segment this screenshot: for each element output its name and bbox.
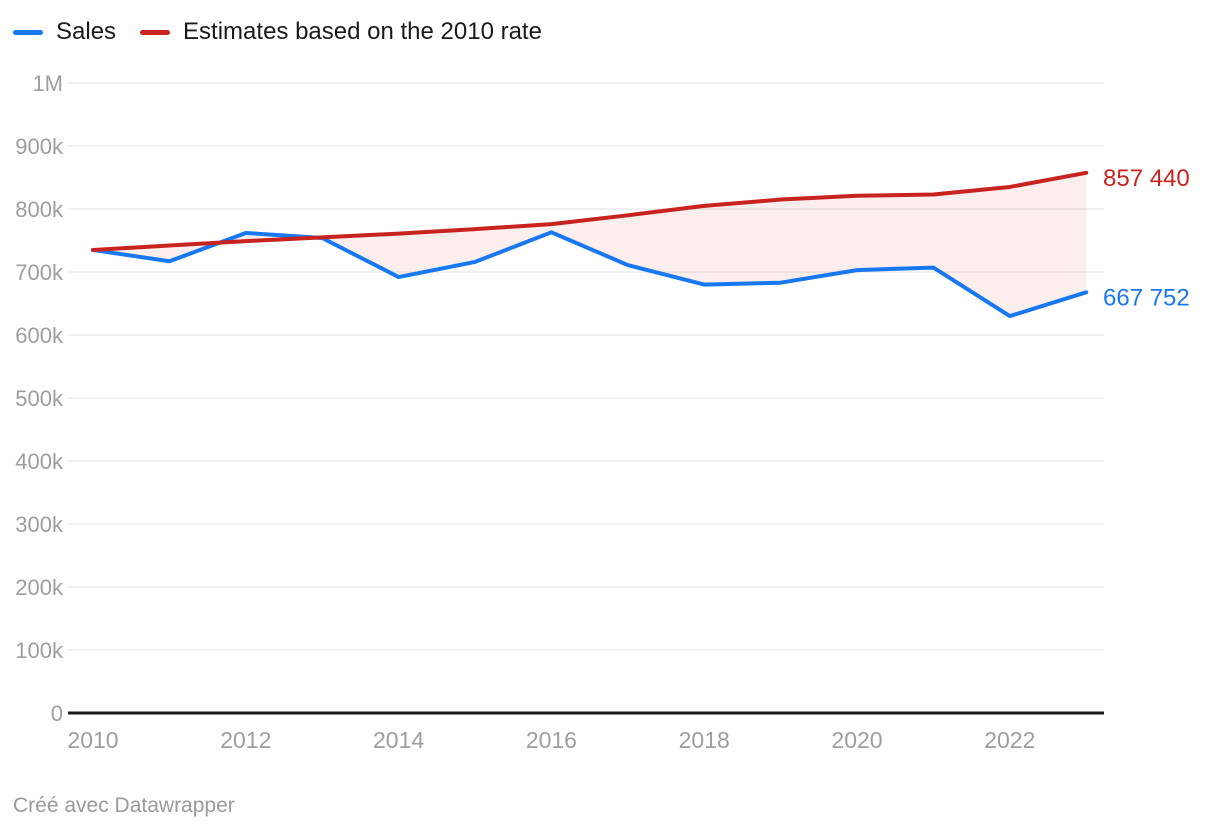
y-tick-label: 100k xyxy=(15,638,64,663)
x-tick-label: 2016 xyxy=(526,727,577,753)
y-tick-label: 600k xyxy=(15,323,64,348)
y-tick-label: 900k xyxy=(15,134,64,159)
y-tick-label: 300k xyxy=(15,512,64,537)
sales-line xyxy=(91,230,1089,319)
estimates-line xyxy=(91,170,1089,252)
x-tick-label: 2020 xyxy=(831,727,882,753)
attribution-credit: Créé avec Datawrapper xyxy=(13,794,235,817)
sales-line-swatch-icon xyxy=(13,29,43,35)
estimates-line-swatch-icon xyxy=(140,29,171,35)
legend-label-sales: Sales xyxy=(56,18,117,45)
legend-item-estimates: Estimates based on the 2010 rate xyxy=(140,18,542,46)
sales-end-value-label: 667 752 xyxy=(1103,284,1190,311)
x-tick-label: 2012 xyxy=(220,727,271,753)
y-tick-label: 1M xyxy=(32,71,63,96)
estimates-end-value-label: 857 440 xyxy=(1103,165,1190,192)
y-tick-label: 0 xyxy=(51,701,63,726)
x-tick-label: 2014 xyxy=(373,727,424,753)
y-tick-label: 800k xyxy=(15,197,64,222)
x-tick-label: 2022 xyxy=(984,727,1035,753)
legend-item-sales: Sales xyxy=(13,18,116,46)
y-tick-label: 700k xyxy=(15,260,64,285)
x-tick-label: 2010 xyxy=(67,727,118,753)
y-tick-label: 400k xyxy=(15,449,64,474)
y-tick-label: 500k xyxy=(15,386,64,411)
legend: Sales Estimates based on the 2010 rate xyxy=(13,18,542,46)
legend-label-estimates: Estimates based on the 2010 rate xyxy=(183,18,542,45)
area-between-series xyxy=(93,172,1087,317)
y-tick-label: 200k xyxy=(15,575,64,600)
x-tick-label: 2018 xyxy=(679,727,730,753)
